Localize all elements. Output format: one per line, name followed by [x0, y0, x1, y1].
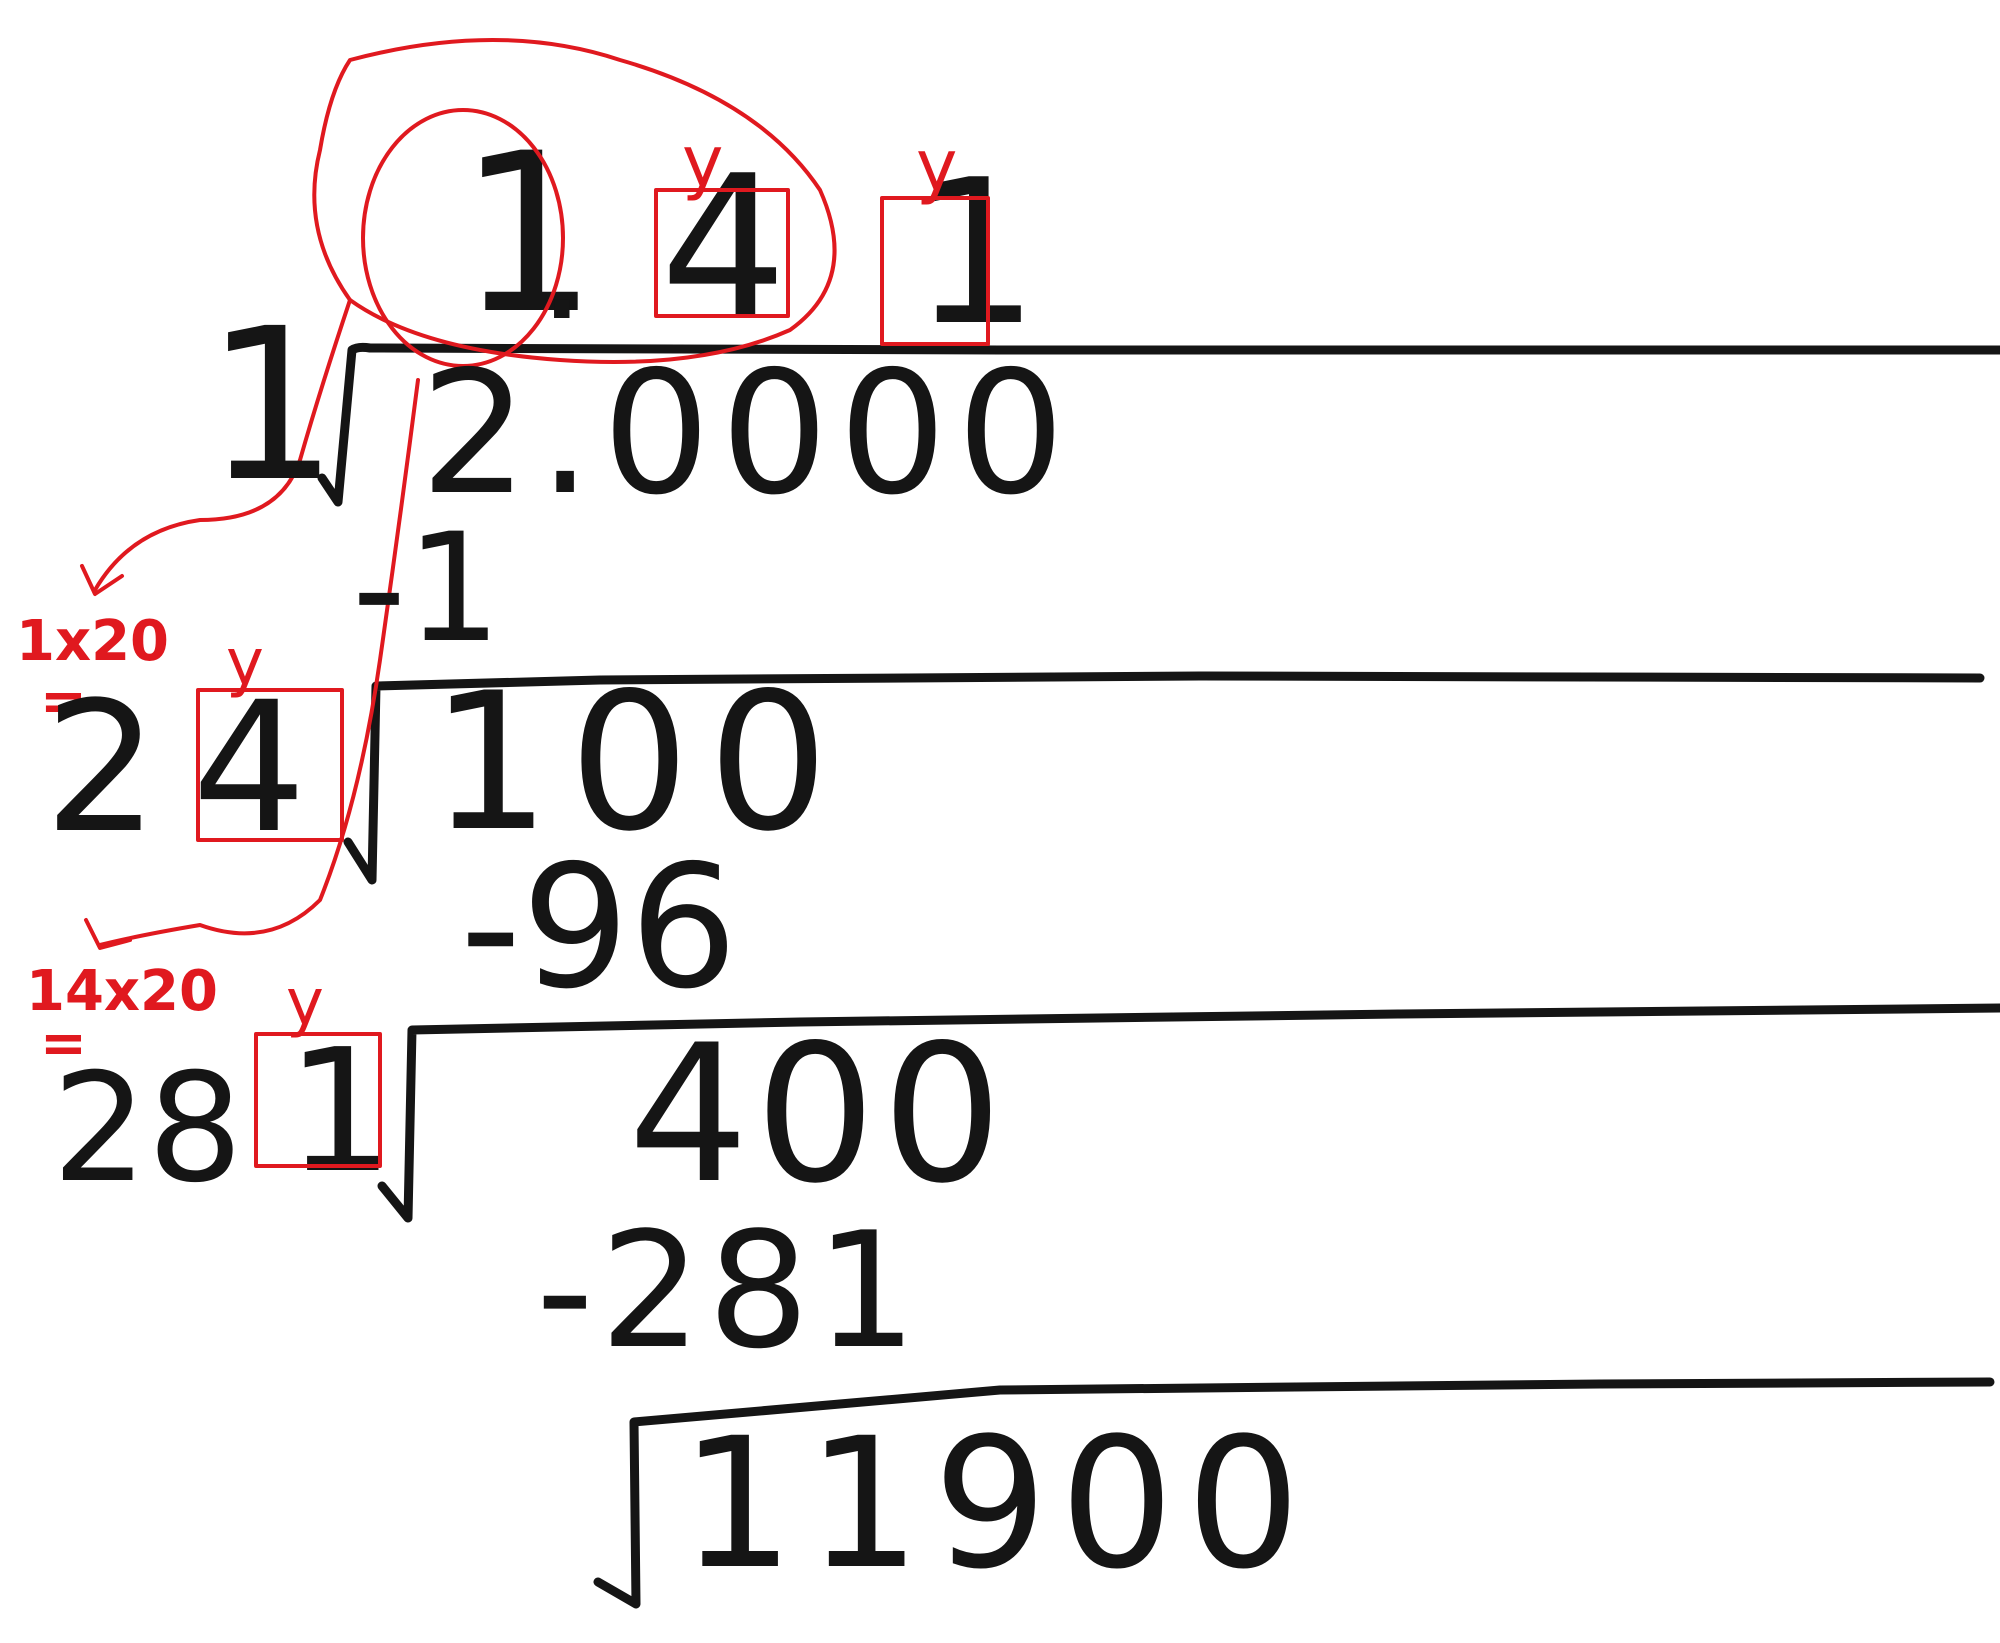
step1-subtract: -1: [352, 502, 502, 676]
result-tenths-box: [654, 188, 790, 318]
radical-sign-3: [377, 1003, 2000, 1223]
integer-digit-circle-inner: [361, 108, 565, 368]
step1-radicand: 2.0000: [420, 335, 1075, 533]
step3-divisor-y: 1: [286, 1013, 394, 1211]
step2-note-equals: =: [40, 669, 87, 734]
step4-remainder: 11900: [680, 1400, 1313, 1609]
result-hundredths-marker: y: [916, 125, 957, 207]
result-hundredths-digit: 1: [912, 137, 1039, 370]
step3-marker: y: [286, 966, 324, 1040]
step2-divisor-base: 2: [44, 664, 159, 873]
step3-note-multiply: 14x20: [26, 959, 218, 1024]
arrow-to-step2-note: [93, 298, 352, 592]
result-tenths-digit: 4: [660, 133, 787, 366]
step3-divisor-y-box: [254, 1032, 382, 1168]
integer-digit-circle-outer: [312, 38, 837, 364]
step2-divisor-y-box: [196, 688, 344, 842]
radical-sign-2: [343, 671, 1985, 885]
result-integer-digit: 1: [458, 106, 598, 362]
step3-subtract: -281: [536, 1197, 923, 1384]
result-hundredths-box: [880, 196, 990, 346]
step3-divisor-base: 28: [52, 1042, 243, 1216]
step2-note-multiply: 1x20: [16, 609, 169, 674]
arrow-head-step3: [84, 918, 132, 950]
step2-subtract: -96: [460, 829, 738, 1027]
result-tenths-marker: y: [682, 121, 723, 203]
radical-sign-4: [593, 1377, 1995, 1609]
step2-marker: y: [226, 626, 264, 700]
step3-remainder: 400: [628, 1004, 1009, 1225]
step2-remainder: 100: [430, 652, 847, 873]
arrow-head-step2: [80, 564, 124, 596]
arrow-to-step3-note: [98, 378, 420, 947]
step1-divisor: 1: [205, 283, 339, 528]
step3-note-equals: =: [40, 1011, 87, 1076]
radical-sign-1: [317, 342, 2000, 507]
